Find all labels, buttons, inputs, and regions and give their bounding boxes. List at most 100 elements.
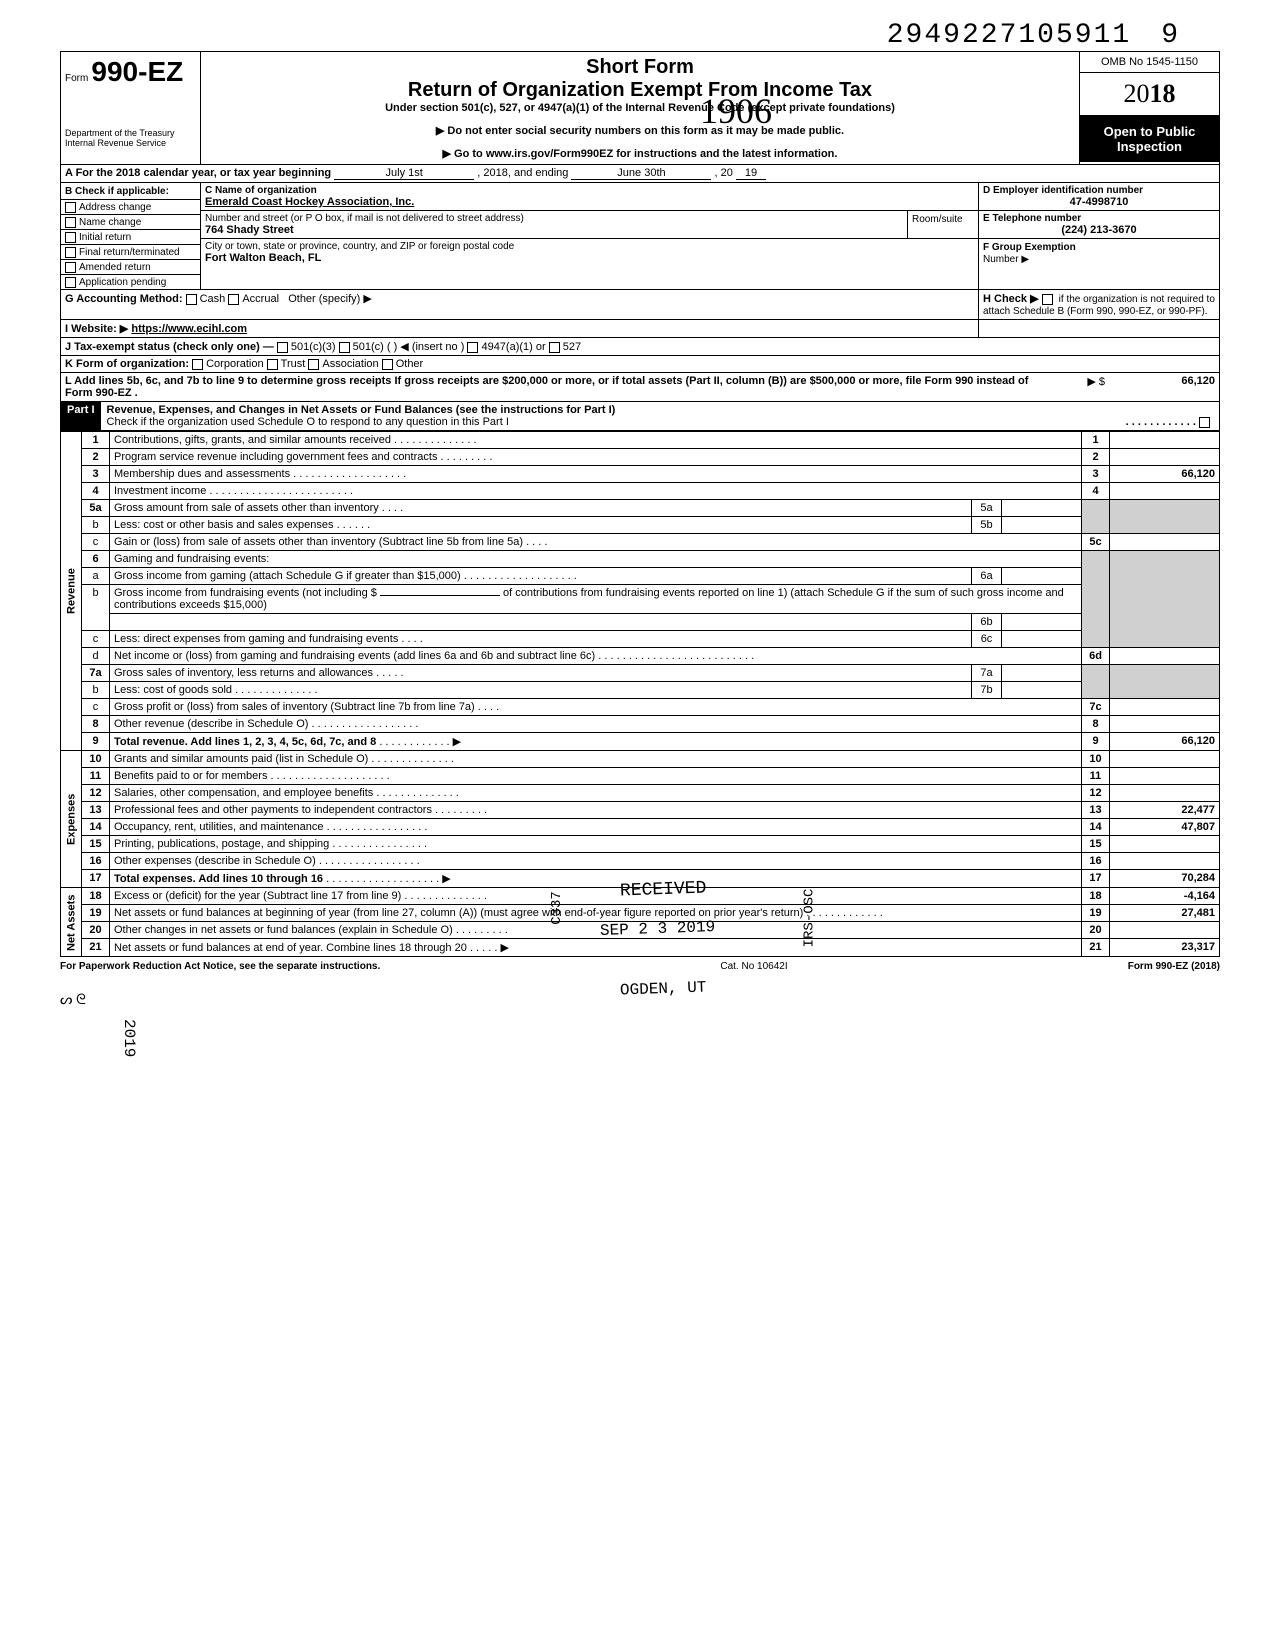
cb-527[interactable] xyxy=(549,342,560,353)
dln-suffix: 9 xyxy=(1161,20,1180,51)
stamp-ogden: OGDEN, UT xyxy=(620,978,707,999)
note-ssn: ▶ Do not enter social security numbers o… xyxy=(209,124,1071,137)
cb-4947[interactable] xyxy=(467,342,478,353)
cb-name-change[interactable] xyxy=(65,217,76,228)
expenses-side-label: Expenses xyxy=(61,751,82,888)
short-form-title: Short Form xyxy=(209,56,1071,79)
line2-value xyxy=(1110,449,1220,466)
line7c-value xyxy=(1110,699,1220,716)
line8-value xyxy=(1110,716,1220,733)
line17-value: 70,284 xyxy=(1110,870,1220,888)
return-title: Return of Organization Exempt From Incom… xyxy=(209,79,1071,102)
ein-value: 47-4998710 xyxy=(983,196,1215,208)
dln: 2949227105911 9 xyxy=(60,20,1220,51)
form-number: 990-EZ xyxy=(91,56,183,87)
addr-label: Number and street (or P O box, if mail i… xyxy=(205,213,903,224)
ein-label: D Employer identification number xyxy=(983,185,1215,196)
line1-value xyxy=(1110,432,1220,449)
tax-year: 2018 xyxy=(1080,73,1219,116)
line5b-value xyxy=(1002,517,1082,534)
line4-value xyxy=(1110,483,1220,500)
row-k-form-org: K Form of organization: Corporation Trus… xyxy=(60,356,1220,373)
phone-label: E Telephone number xyxy=(983,213,1215,224)
line11-value xyxy=(1110,768,1220,785)
stamp-c337: C337 xyxy=(549,891,565,925)
cb-corporation[interactable] xyxy=(192,359,203,370)
cb-trust[interactable] xyxy=(267,359,278,370)
line20-value xyxy=(1110,922,1220,939)
cb-address-change[interactable] xyxy=(65,202,76,213)
part1-lines-table: Revenue 1Contributions, gifts, grants, a… xyxy=(60,431,1220,957)
cb-schedule-o-part1[interactable] xyxy=(1199,417,1210,428)
note-goto: ▶ Go to www.irs.gov/Form990EZ for instru… xyxy=(209,147,1071,160)
dln-main: 2949227105911 xyxy=(887,20,1131,51)
footer-formno: Form 990-EZ (2018) xyxy=(1128,961,1220,972)
period-begin: July 1st xyxy=(334,167,474,180)
footer-catno: Cat. No 10642I xyxy=(720,961,787,972)
group-exemption-label: F Group Exemption xyxy=(983,242,1076,253)
line21-value: 23,317 xyxy=(1110,939,1220,957)
website-url: https://www.ecihl.com xyxy=(131,323,247,335)
line18-value: -4,164 xyxy=(1110,888,1220,905)
stamp-received: RECEIVED xyxy=(620,878,707,901)
omb-number: OMB No 1545-1150 xyxy=(1080,52,1219,73)
form-header: Form 990-EZ Department of the Treasury I… xyxy=(60,51,1220,165)
group-exemption-number: Number ▶ xyxy=(983,254,1029,265)
cb-accrual[interactable] xyxy=(228,294,239,305)
b-header: B Check if applicable: xyxy=(65,186,169,197)
org-street: 764 Shady Street xyxy=(205,224,903,236)
period-year: 19 xyxy=(736,167,766,180)
identity-block: B Check if applicable: Address change Na… xyxy=(60,183,1220,290)
netassets-side-label: Net Assets xyxy=(61,888,82,957)
line7a-value xyxy=(1002,665,1082,682)
line7b-value xyxy=(1002,682,1082,699)
line9-value: 66,120 xyxy=(1110,733,1220,751)
squiggle-mark: ᔕ ᘓ xyxy=(60,993,86,1008)
row-j-status: J Tax-exempt status (check only one) — 5… xyxy=(60,338,1220,356)
part1-header: Part I Revenue, Expenses, and Changes in… xyxy=(60,402,1220,431)
vertical-2019: 2019 xyxy=(120,1019,138,1057)
line6d-value xyxy=(1110,648,1220,665)
row-l-gross: L Add lines 5b, 6c, and 7b to line 9 to … xyxy=(60,373,1220,402)
form-prefix: Form xyxy=(65,73,88,84)
row-g-h: G Accounting Method: Cash Accrual Other … xyxy=(60,290,1220,320)
city-label: City or town, state or province, country… xyxy=(205,241,974,252)
revenue-side-label: Revenue xyxy=(61,432,82,751)
cb-501c3[interactable] xyxy=(277,342,288,353)
cb-cash[interactable] xyxy=(186,294,197,305)
line5c-value xyxy=(1110,534,1220,551)
period-end: June 30th xyxy=(571,167,711,180)
line6c-value xyxy=(1002,631,1082,648)
cb-amended-return[interactable] xyxy=(65,262,76,273)
line13-value: 22,477 xyxy=(1110,802,1220,819)
gross-receipts-value: 66,120 xyxy=(1109,373,1219,401)
room-suite-label: Room/suite xyxy=(912,214,963,225)
cb-association[interactable] xyxy=(308,359,319,370)
row-a-period: A For the 2018 calendar year, or tax yea… xyxy=(60,165,1220,183)
c-name-label: C Name of organization xyxy=(205,185,974,196)
phone-value: (224) 213-3670 xyxy=(983,224,1215,236)
line6a-value xyxy=(1002,568,1082,585)
row-i-website: I Website: ▶ https://www.ecihl.com xyxy=(60,320,1220,338)
line12-value xyxy=(1110,785,1220,802)
line5a-value xyxy=(1002,500,1082,517)
cb-final-return[interactable] xyxy=(65,247,76,258)
line6b-value xyxy=(1002,614,1082,631)
subtitle: Under section 501(c), 527, or 4947(a)(1)… xyxy=(209,102,1071,114)
page-footer: For Paperwork Reduction Act Notice, see … xyxy=(60,957,1220,972)
line3-value: 66,120 xyxy=(1110,466,1220,483)
cb-initial-return[interactable] xyxy=(65,232,76,243)
line16-value xyxy=(1110,853,1220,870)
cb-other-org[interactable] xyxy=(382,359,393,370)
part1-label: Part I xyxy=(61,402,101,430)
line15-value xyxy=(1110,836,1220,853)
stamp-irs-osc: IRS-OSC xyxy=(801,889,817,948)
cb-application-pending[interactable] xyxy=(65,277,76,288)
open-to-public: Open to Public Inspection xyxy=(1080,116,1219,162)
line10-value xyxy=(1110,751,1220,768)
cb-schedule-b[interactable] xyxy=(1042,294,1053,305)
org-name: Emerald Coast Hockey Association, Inc. xyxy=(205,196,974,208)
dept-treasury: Department of the Treasury Internal Reve… xyxy=(65,128,196,148)
cb-501c[interactable] xyxy=(339,342,350,353)
line14-value: 47,807 xyxy=(1110,819,1220,836)
